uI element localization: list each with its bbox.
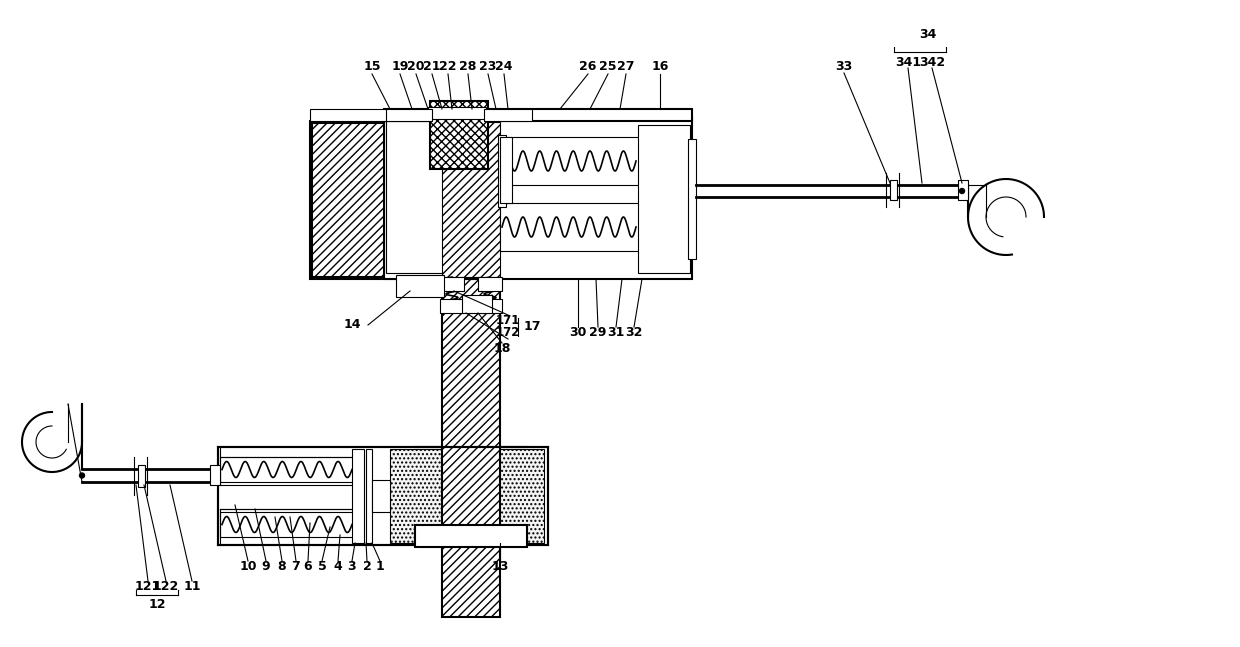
Text: 33: 33 (836, 61, 853, 74)
Text: 14: 14 (343, 318, 361, 331)
Bar (450, 117, 492, 279)
Bar (639, 125, 689, 273)
Text: 19: 19 (392, 61, 409, 74)
Text: 171: 171 (496, 314, 521, 327)
Bar (352, 449, 365, 543)
Bar (498, 135, 506, 207)
Bar (312, 123, 384, 277)
Text: 9: 9 (262, 560, 270, 573)
Text: 341: 341 (895, 56, 921, 69)
Text: 24: 24 (495, 61, 513, 74)
Bar (500, 137, 512, 203)
Bar (441, 122, 500, 277)
Bar (219, 512, 355, 537)
Bar (310, 109, 386, 121)
Bar (218, 447, 548, 545)
Text: 12: 12 (149, 598, 166, 611)
Circle shape (960, 188, 965, 193)
Text: 6: 6 (304, 560, 312, 573)
Text: 5: 5 (317, 560, 326, 573)
Text: 27: 27 (618, 61, 635, 74)
Bar (210, 465, 219, 485)
Bar (384, 117, 692, 279)
Bar (463, 295, 492, 313)
Bar (310, 121, 450, 279)
Bar (484, 109, 532, 121)
Bar (219, 449, 546, 543)
Bar (477, 277, 502, 291)
Text: 15: 15 (363, 61, 381, 74)
Bar (440, 277, 464, 291)
Bar (219, 457, 355, 482)
Bar (391, 449, 544, 543)
Bar (500, 203, 640, 251)
Bar (396, 275, 444, 297)
Text: 13: 13 (491, 560, 508, 573)
Bar (959, 180, 968, 200)
Bar (366, 449, 372, 543)
Bar (384, 109, 692, 121)
Text: 122: 122 (153, 580, 179, 593)
Text: 16: 16 (651, 61, 668, 74)
Bar (384, 109, 432, 121)
Text: 18: 18 (494, 342, 511, 355)
Text: 2: 2 (362, 560, 371, 573)
Bar (440, 299, 464, 313)
Text: 34: 34 (919, 28, 936, 41)
Circle shape (79, 473, 84, 478)
Text: 29: 29 (589, 327, 606, 340)
Bar (372, 480, 391, 512)
Text: 172: 172 (496, 327, 521, 340)
Text: 1: 1 (376, 560, 384, 573)
Bar (386, 121, 444, 273)
Text: 22: 22 (439, 61, 456, 74)
Bar (688, 139, 696, 259)
Text: 31: 31 (608, 327, 625, 340)
Bar (441, 112, 500, 617)
Text: 10: 10 (239, 560, 257, 573)
Text: 11: 11 (184, 580, 201, 593)
Bar (138, 465, 145, 487)
Text: 121: 121 (135, 580, 161, 593)
Text: 25: 25 (599, 61, 616, 74)
Text: 342: 342 (919, 56, 945, 69)
Text: 28: 28 (459, 61, 476, 74)
Text: 3: 3 (347, 560, 356, 573)
Text: 17: 17 (523, 320, 541, 333)
Bar (500, 137, 640, 185)
Text: 32: 32 (625, 327, 642, 340)
Text: 7: 7 (291, 560, 300, 573)
Text: 26: 26 (579, 61, 596, 74)
Text: 8: 8 (278, 560, 286, 573)
Text: 23: 23 (480, 61, 497, 74)
Text: 30: 30 (569, 327, 587, 340)
Text: 21: 21 (423, 61, 440, 74)
Bar (890, 180, 897, 200)
Bar (415, 525, 527, 547)
Text: 20: 20 (407, 61, 425, 74)
Text: 4: 4 (334, 560, 342, 573)
Bar (477, 299, 502, 313)
Bar (428, 107, 486, 119)
Bar (430, 101, 489, 169)
